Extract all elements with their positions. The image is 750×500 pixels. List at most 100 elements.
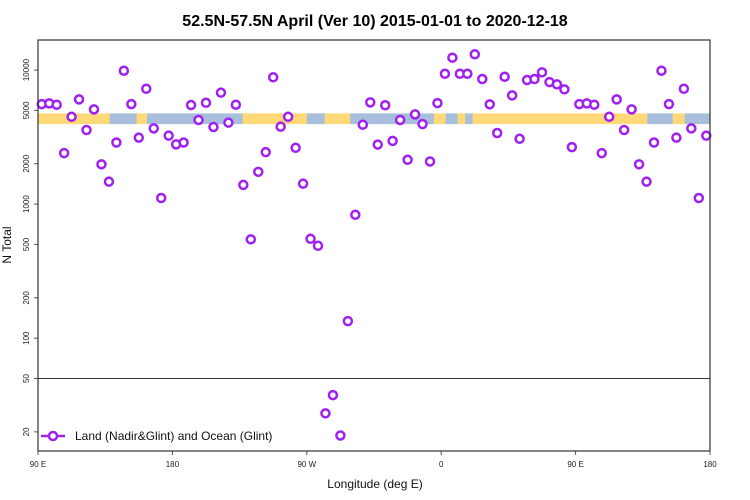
data-point	[81, 124, 92, 136]
x-tick-label: 90 W	[297, 460, 316, 469]
y-tick-label: 5000	[22, 101, 31, 119]
data-point	[335, 430, 346, 441]
x-tick-label: 0	[439, 460, 444, 469]
data-point	[656, 65, 667, 76]
band-segment-ocean	[306, 113, 326, 125]
legend: Land (Nadir&Glint) and Ocean (Glint)	[41, 429, 272, 443]
data-point	[96, 159, 107, 170]
band-segment-ocean	[109, 113, 138, 125]
data-point	[193, 114, 204, 126]
data-point	[253, 166, 264, 178]
data-point	[432, 97, 443, 109]
x-tick-label: 180	[703, 460, 717, 469]
band-segment-land	[136, 113, 148, 125]
band-segment-ocean	[684, 113, 711, 125]
data-point	[469, 49, 481, 60]
data-point	[402, 154, 413, 166]
y-tick-label: 500	[22, 237, 31, 251]
data-point	[439, 68, 451, 80]
data-point	[484, 99, 495, 110]
data-point	[626, 104, 637, 115]
data-point	[297, 178, 309, 189]
data-point	[529, 73, 540, 85]
data-point	[238, 179, 249, 191]
y-tick-label: 2000	[22, 154, 31, 172]
band-segment-ocean	[350, 113, 435, 125]
legend-label: Land (Nadir&Glint) and Ocean (Glint)	[75, 429, 272, 443]
data-point	[305, 233, 316, 245]
data-point	[394, 114, 406, 126]
data-point	[409, 109, 421, 120]
data-point	[118, 65, 130, 76]
data-point	[66, 111, 77, 123]
x-tick-label: 90 E	[567, 460, 583, 469]
band-segment-land	[242, 113, 308, 125]
data-point	[111, 137, 122, 148]
data-point	[536, 67, 548, 78]
y-tick-label: 10000	[22, 58, 31, 81]
data-point	[559, 84, 570, 95]
x-tick-label: 180	[166, 460, 180, 469]
data-point	[693, 192, 705, 204]
data-point	[372, 139, 383, 150]
data-point	[141, 83, 152, 95]
legend-marker-icon	[47, 430, 59, 442]
data-point	[327, 389, 339, 401]
data-point	[365, 97, 376, 108]
chart-title: 52.5N-57.5N April (Ver 10) 2015-01-01 to…	[182, 13, 568, 30]
band-segment-ocean	[465, 113, 474, 125]
data-point	[648, 137, 660, 148]
band-segment-land	[433, 113, 447, 125]
data-point	[73, 94, 85, 105]
data-point	[589, 99, 600, 110]
data-point	[686, 123, 697, 134]
data-point	[596, 147, 607, 159]
data-point	[678, 83, 690, 95]
x-axis: 90 E 180 90 W 0 90 E 180	[30, 451, 717, 469]
data-point	[618, 124, 630, 136]
y-tick-label: 50	[22, 374, 31, 383]
data-point	[200, 97, 212, 109]
data-point	[230, 99, 242, 110]
data-point	[267, 72, 279, 83]
data-point	[178, 137, 189, 148]
data-point	[163, 130, 174, 141]
data-point	[155, 192, 167, 204]
data-point	[312, 240, 324, 252]
data-point	[208, 121, 219, 133]
band-segment-ocean	[647, 113, 674, 125]
data-point	[379, 100, 391, 111]
data-point	[611, 94, 622, 105]
data-point	[282, 111, 294, 123]
y-axis-label: N Total	[0, 226, 14, 263]
y-tick-label: 1000	[22, 195, 31, 213]
data-point	[290, 142, 301, 154]
data-point	[387, 135, 398, 147]
data-point	[133, 132, 145, 143]
data-point	[88, 104, 100, 115]
plot-frame	[37, 39, 711, 452]
band-segment-land	[672, 113, 686, 125]
band-segment-land	[472, 113, 648, 125]
series-points	[36, 49, 712, 441]
data-point	[477, 73, 488, 85]
data-point	[357, 119, 369, 130]
data-point	[58, 147, 70, 159]
data-point	[260, 146, 271, 158]
data-point	[342, 315, 354, 327]
data-point	[148, 123, 159, 134]
y-tick-label: 200	[22, 291, 31, 305]
data-point	[603, 111, 615, 123]
data-point	[499, 71, 510, 83]
y-axis: 10000 5000 2000 1000 500 200 100 50 20	[22, 58, 38, 436]
x-axis-label: Longitude (deg E)	[327, 477, 422, 491]
data-point	[447, 52, 458, 63]
data-point	[641, 176, 652, 187]
band-segment-land	[324, 113, 351, 125]
data-point	[566, 141, 578, 153]
data-point	[424, 156, 436, 167]
data-point	[215, 87, 227, 98]
x-tick-label: 90 E	[30, 460, 46, 469]
data-point	[417, 118, 428, 130]
